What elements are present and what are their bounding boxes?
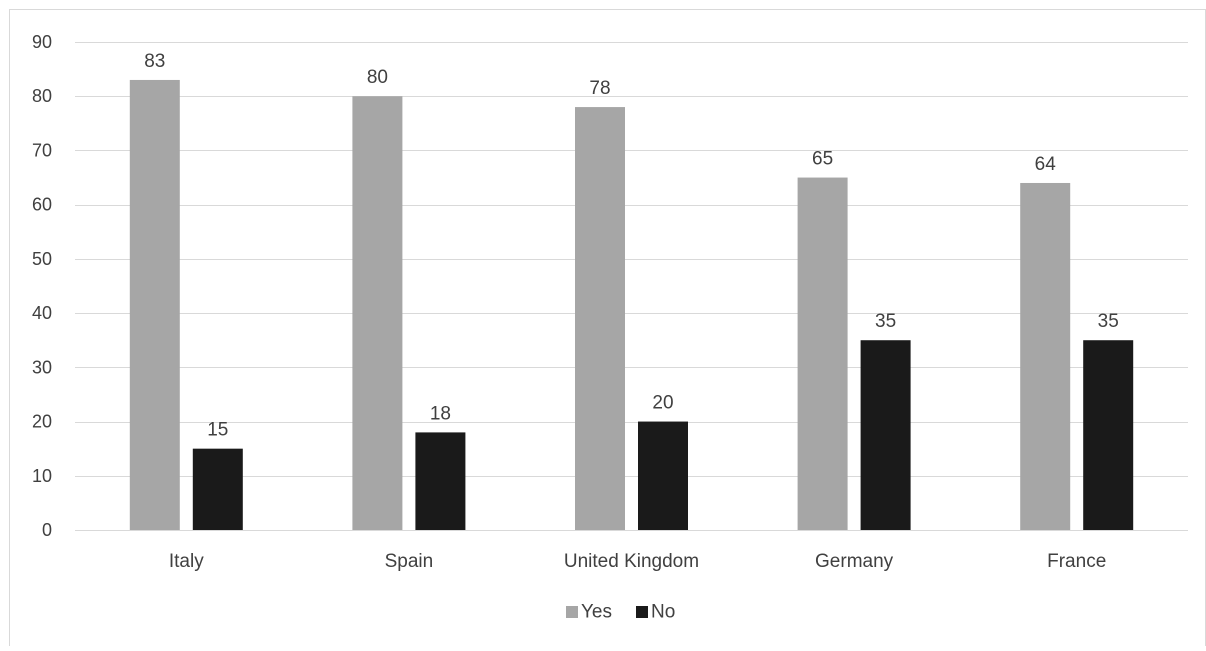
legend-swatch-no xyxy=(636,606,648,618)
x-tick-label: United Kingdom xyxy=(564,551,699,572)
y-axis: 0 10 20 30 40 50 60 70 80 90 xyxy=(32,32,52,540)
bar-no-spain xyxy=(415,432,466,530)
data-label: 15 xyxy=(207,420,228,441)
y-tick-label: 30 xyxy=(32,357,52,377)
data-label: 78 xyxy=(589,78,610,99)
data-label: 20 xyxy=(652,393,673,414)
bar-no-germany xyxy=(860,340,911,530)
data-label: 18 xyxy=(430,403,451,424)
y-tick-label: 50 xyxy=(32,249,52,269)
data-label: 35 xyxy=(875,311,896,332)
y-tick-label: 0 xyxy=(42,520,52,540)
y-tick-label: 60 xyxy=(32,195,52,215)
bar-yes-italy xyxy=(129,79,180,530)
y-tick-label: 70 xyxy=(32,140,52,160)
bar-yes-france xyxy=(1020,182,1071,530)
y-tick-label: 40 xyxy=(32,303,52,323)
y-tick-label: 10 xyxy=(32,466,52,486)
bar-yes-germany xyxy=(797,177,848,531)
gridlines xyxy=(75,42,1188,531)
legend-swatch-yes xyxy=(566,606,578,618)
legend-label-yes: Yes xyxy=(581,602,612,623)
x-tick-label: Germany xyxy=(815,551,894,572)
x-tick-label: Italy xyxy=(169,551,204,572)
bar-no-france xyxy=(1083,340,1134,530)
legend-label-no: No xyxy=(651,602,675,623)
y-tick-label: 20 xyxy=(32,412,52,432)
bar-yes-united-kingdom xyxy=(575,107,625,531)
data-labels: 83 15 80 18 78 20 65 35 64 35 xyxy=(144,51,1119,441)
x-tick-label: France xyxy=(1047,551,1106,572)
bars xyxy=(129,79,1134,531)
data-label: 64 xyxy=(1035,154,1057,175)
y-tick-label: 80 xyxy=(32,86,52,106)
x-axis: Italy Spain United Kingdom Germany France xyxy=(169,551,1106,572)
x-tick-label: Spain xyxy=(385,551,434,572)
bar-no-italy xyxy=(192,448,243,530)
data-label: 35 xyxy=(1098,311,1119,332)
y-tick-label: 90 xyxy=(32,32,52,52)
bar-no-united-kingdom xyxy=(638,421,688,530)
bar-yes-spain xyxy=(352,96,403,530)
legend: Yes No xyxy=(566,602,675,623)
data-label: 80 xyxy=(367,67,388,88)
data-label: 65 xyxy=(812,149,833,170)
data-label: 83 xyxy=(144,51,165,72)
